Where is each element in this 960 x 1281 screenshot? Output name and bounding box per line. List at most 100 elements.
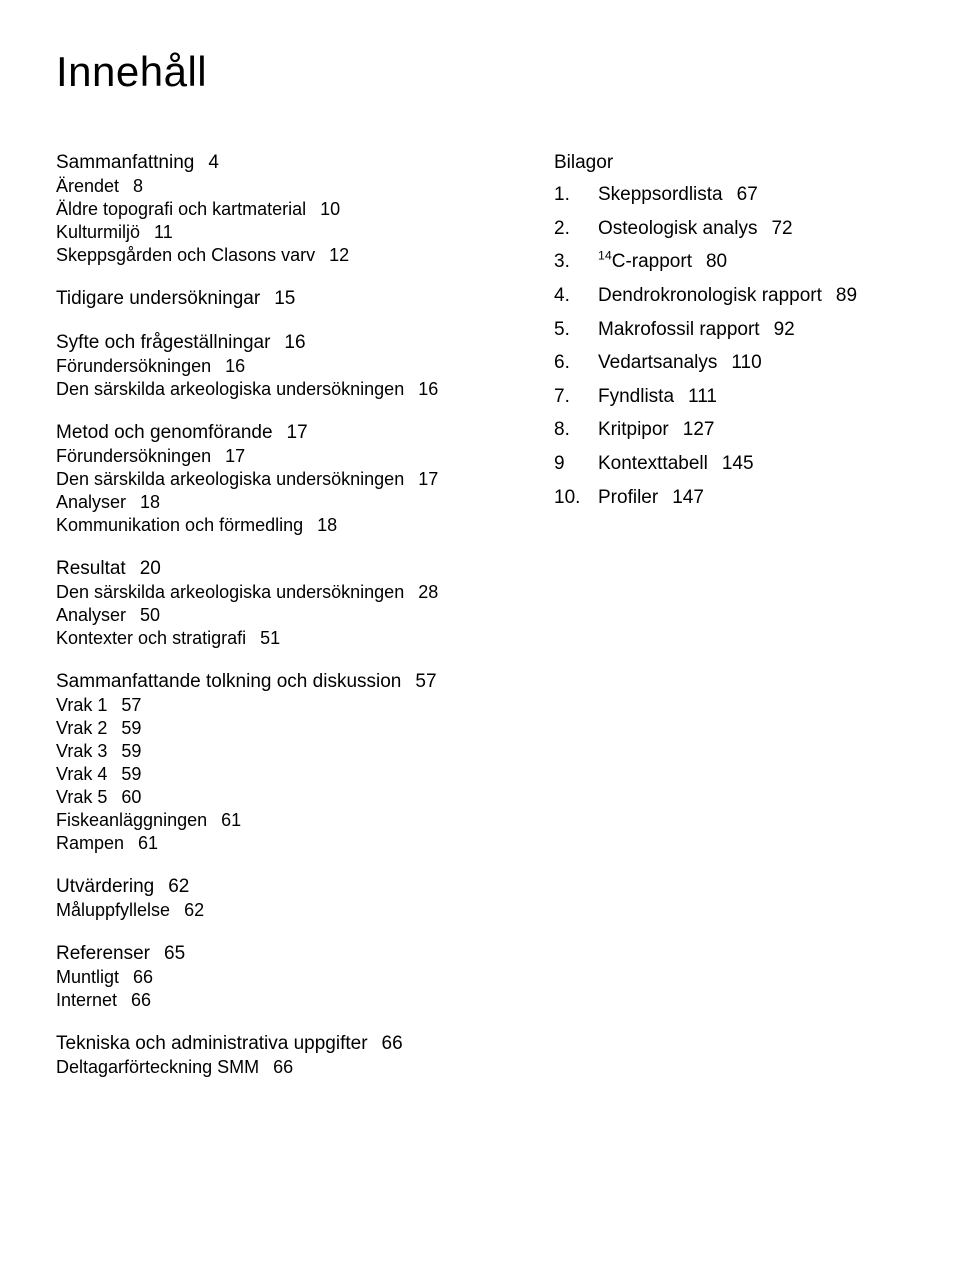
toc-sub: Den särskilda arkeologiska undersökninge… bbox=[56, 469, 526, 490]
sub-label: Äldre topografi och kartmaterial bbox=[56, 199, 306, 219]
bilagor-text: Kritpipor bbox=[598, 419, 669, 440]
toc-sub: Kulturmiljö 11 bbox=[56, 222, 526, 243]
sub-page: 66 bbox=[131, 990, 151, 1010]
head-page: 16 bbox=[284, 332, 305, 353]
section-tidigare: Tidigare undersökningar15 bbox=[56, 288, 526, 310]
sub-label: Vrak 3 bbox=[56, 741, 107, 761]
head-page: 62 bbox=[168, 876, 189, 897]
sub-label: Muntligt bbox=[56, 967, 119, 987]
toc-sub: Deltagarförteckning SMM 66 bbox=[56, 1057, 526, 1078]
bilagor-label: 14C-rapport 80 bbox=[598, 249, 727, 275]
sub-page: 8 bbox=[133, 176, 143, 196]
bilagor-num: 2. bbox=[554, 216, 598, 242]
section-head: Tidigare undersökningar15 bbox=[56, 288, 526, 310]
head-page: 17 bbox=[287, 422, 308, 443]
sub-label: Den särskilda arkeologiska undersökninge… bbox=[56, 469, 404, 489]
section-utvardering: Utvärdering62 Måluppfyllelse62 bbox=[56, 876, 526, 921]
bilagor-text: Fyndlista bbox=[598, 386, 674, 407]
sub-label: Kulturmiljö bbox=[56, 222, 140, 242]
section-head: Metod och genomförande17 bbox=[56, 422, 526, 444]
bilagor-label: Osteologisk analys72 bbox=[598, 216, 793, 242]
sub-label: Analyser bbox=[56, 492, 126, 512]
bilagor-item: 1.Skeppsordlista67 bbox=[554, 182, 916, 208]
toc-sub: Rampen 61 bbox=[56, 833, 526, 854]
toc-sub: Förundersökningen16 bbox=[56, 356, 526, 377]
toc-sub: Vrak 560 bbox=[56, 787, 526, 808]
toc-sub: Äldre topografi och kartmaterial10 bbox=[56, 199, 526, 220]
section-tolkning: Sammanfattande tolkning och diskussion57… bbox=[56, 671, 526, 854]
bilagor-item: 10.Profiler147 bbox=[554, 485, 916, 511]
section-head: Referenser65 bbox=[56, 943, 526, 965]
sub-label: Förundersökningen bbox=[56, 446, 211, 466]
head-page: 57 bbox=[415, 671, 436, 692]
sub-page: 18 bbox=[140, 492, 160, 512]
bilagor-num: 4. bbox=[554, 283, 598, 309]
section-head: Syfte och frågeställningar16 bbox=[56, 332, 526, 354]
bilagor-num: 5. bbox=[554, 317, 598, 343]
section-metod: Metod och genomförande17 Förundersökning… bbox=[56, 422, 526, 536]
bilagor-page: 111 bbox=[688, 386, 717, 407]
bilagor-num: 9 bbox=[554, 451, 598, 477]
bilagor-item: 2.Osteologisk analys72 bbox=[554, 216, 916, 242]
sub-label: Deltagarförteckning SMM bbox=[56, 1057, 259, 1077]
sub-label: Den särskilda arkeologiska undersökninge… bbox=[56, 582, 404, 602]
toc-sub: Förundersökningen17 bbox=[56, 446, 526, 467]
bilagor-item: 5.Makrofossil rapport 92 bbox=[554, 317, 916, 343]
bilagor-label: Skeppsordlista67 bbox=[598, 182, 758, 208]
sub-label: Den särskilda arkeologiska undersökninge… bbox=[56, 379, 404, 399]
toc-sub: Fiskeanläggningen61 bbox=[56, 810, 526, 831]
sub-label: Analyser bbox=[56, 605, 126, 625]
bilagor-text: Kontexttabell bbox=[598, 453, 708, 474]
toc-sub: Den särskilda arkeologiska undersökninge… bbox=[56, 379, 526, 400]
sub-page: 51 bbox=[260, 628, 280, 648]
section-tekniska: Tekniska och administrativa uppgifter66 … bbox=[56, 1033, 526, 1078]
section-head: Sammanfattning4 bbox=[56, 152, 526, 174]
bilagor-num: 1. bbox=[554, 182, 598, 208]
head-page: 15 bbox=[274, 288, 295, 309]
head-label: Sammanfattning bbox=[56, 152, 194, 173]
toc-sub: Analyser 50 bbox=[56, 605, 526, 626]
sub-label: Vrak 1 bbox=[56, 695, 107, 715]
bilagor-page: 80 bbox=[706, 251, 727, 272]
toc-sub: Skeppsgården och Clasons varv12 bbox=[56, 245, 526, 266]
bilagor-page: 92 bbox=[774, 319, 795, 340]
content-columns: Sammanfattning4 Ärendet 8 Äldre topografi… bbox=[56, 152, 916, 1100]
bilagor-item: 3.14C-rapport80 bbox=[554, 249, 916, 275]
bilagor-page: 67 bbox=[737, 184, 758, 205]
bilagor-head: Bilagor bbox=[554, 152, 916, 174]
sub-page: 62 bbox=[184, 900, 204, 920]
bilagor-num: 7. bbox=[554, 384, 598, 410]
sub-label: Ärendet bbox=[56, 176, 119, 196]
toc-sub: Ärendet 8 bbox=[56, 176, 526, 197]
head-page: 65 bbox=[164, 943, 185, 964]
section-head: Tekniska och administrativa uppgifter66 bbox=[56, 1033, 526, 1055]
sub-page: 11 bbox=[154, 222, 173, 242]
section-head: Utvärdering62 bbox=[56, 876, 526, 898]
sub-page: 17 bbox=[418, 469, 438, 489]
sub-page: 61 bbox=[138, 833, 158, 853]
bilagor-item: 4.Dendrokronologisk rapport89 bbox=[554, 283, 916, 309]
sub-label: Fiskeanläggningen bbox=[56, 810, 207, 830]
sub-label: Vrak 2 bbox=[56, 718, 107, 738]
bilagor-text: 14C-rapport bbox=[598, 251, 692, 272]
bilagor-label: Dendrokronologisk rapport89 bbox=[598, 283, 857, 309]
toc-sub: Måluppfyllelse62 bbox=[56, 900, 526, 921]
toc-sub: Vrak 259 bbox=[56, 718, 526, 739]
bilagor-item: 8.Kritpipor127 bbox=[554, 417, 916, 443]
bilagor-label: Kontexttabell 145 bbox=[598, 451, 754, 477]
toc-sub: Den särskilda arkeologiska undersökninge… bbox=[56, 582, 526, 603]
bilagor-label: Makrofossil rapport 92 bbox=[598, 317, 795, 343]
sub-page: 59 bbox=[121, 741, 141, 761]
toc-sub: Vrak 459 bbox=[56, 764, 526, 785]
bilagor-page: 145 bbox=[722, 453, 754, 474]
bilagor-label: Profiler147 bbox=[598, 485, 704, 511]
sub-label: Rampen bbox=[56, 833, 124, 853]
sub-page: 28 bbox=[418, 582, 438, 602]
sub-page: 16 bbox=[418, 379, 438, 399]
sub-label: Vrak 4 bbox=[56, 764, 107, 784]
sub-page: 50 bbox=[140, 605, 160, 625]
section-head: Resultat20 bbox=[56, 558, 526, 580]
bilagor-text: Makrofossil rapport bbox=[598, 319, 760, 340]
sub-page: 66 bbox=[273, 1057, 293, 1077]
bilagor-item: 6.Vedartsanalys110 bbox=[554, 350, 916, 376]
